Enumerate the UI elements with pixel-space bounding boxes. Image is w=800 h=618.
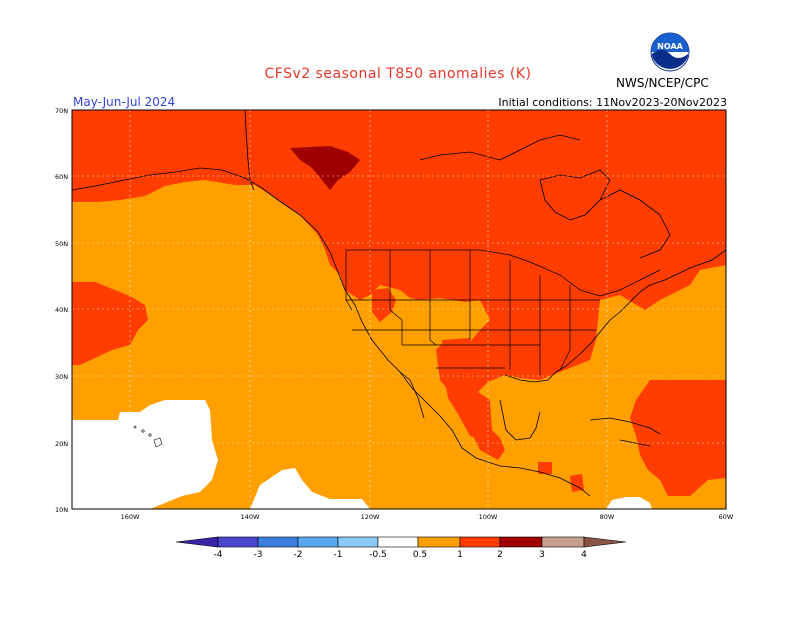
hawaii-islands: [133, 425, 163, 448]
noaa-logo: NOAA: [650, 32, 690, 72]
lon-label: 60W: [719, 513, 734, 521]
lon-label: 140W: [241, 513, 260, 521]
neutral-region-east-pacific: [250, 468, 370, 509]
lon-label: 100W: [479, 513, 498, 521]
colorbar-min-arrow: [175, 536, 219, 548]
anomaly-region-mexico: [445, 380, 488, 440]
initial-conditions: Initial conditions: 11Nov2023-20Nov2023: [498, 96, 727, 109]
colorbar-bin: [217, 536, 259, 548]
lat-label: 70N: [55, 107, 68, 115]
lat-label: 10N: [55, 506, 68, 514]
lon-label: 160W: [121, 513, 140, 521]
anomaly-region-yukon: [290, 146, 360, 190]
colorbar-label: 3: [539, 550, 545, 560]
state-borders: [345, 249, 661, 375]
colorbar-bin: [417, 536, 461, 548]
colorbar-label: -2: [294, 550, 303, 560]
colorbar-bin: [297, 536, 339, 548]
lon-label: 80W: [600, 513, 615, 521]
coastlines: [72, 110, 726, 497]
colorbar-label: -3: [254, 550, 263, 560]
colorbar: -4 -3 -2 -1 -0.5 0.5 1 2 3 4: [175, 536, 627, 560]
map-title: CFSv2 seasonal T850 anomalies (K): [264, 66, 532, 82]
lon-label: 120W: [361, 513, 380, 521]
colorbar-label: -0.5: [369, 550, 387, 560]
anomaly-region-atlantic: [630, 380, 726, 496]
colorbar-label: 0.5: [413, 550, 427, 560]
lat-label: 30N: [55, 373, 68, 381]
colorbar-label: 2: [497, 550, 503, 560]
agency-label: NWS/NCEP/CPC: [616, 76, 709, 90]
colorbar-bin: [337, 536, 379, 548]
colorbar-label: 1: [457, 550, 463, 560]
lat-label: 40N: [55, 306, 68, 314]
colorbar-bin: [541, 536, 585, 548]
lat-label: 60N: [55, 173, 68, 181]
colorbar-bin: [377, 536, 419, 548]
lat-label: 20N: [55, 440, 68, 448]
anomaly-region-southwest: [442, 338, 474, 372]
colorbar-max-arrow: [583, 536, 627, 548]
logo-text: NOAA: [657, 42, 683, 51]
neutral-region-south-america: [606, 497, 652, 509]
anomaly-region-pacific: [72, 282, 148, 365]
colorbar-bin: [459, 536, 501, 548]
colorbar-bin: [257, 536, 299, 548]
map-frame: [71, 109, 727, 510]
graticule: [72, 110, 726, 509]
neutral-region-hawaii: [72, 400, 218, 509]
colorbar-label: 4: [581, 550, 587, 560]
lat-label: 50N: [55, 240, 68, 248]
colorbar-label: -4: [214, 550, 223, 560]
forecast-period: May-Jun-Jul 2024: [73, 95, 176, 109]
colorbar-label: -1: [334, 550, 343, 560]
anomaly-region-north: [72, 110, 726, 460]
colorbar-bin: [499, 536, 543, 548]
